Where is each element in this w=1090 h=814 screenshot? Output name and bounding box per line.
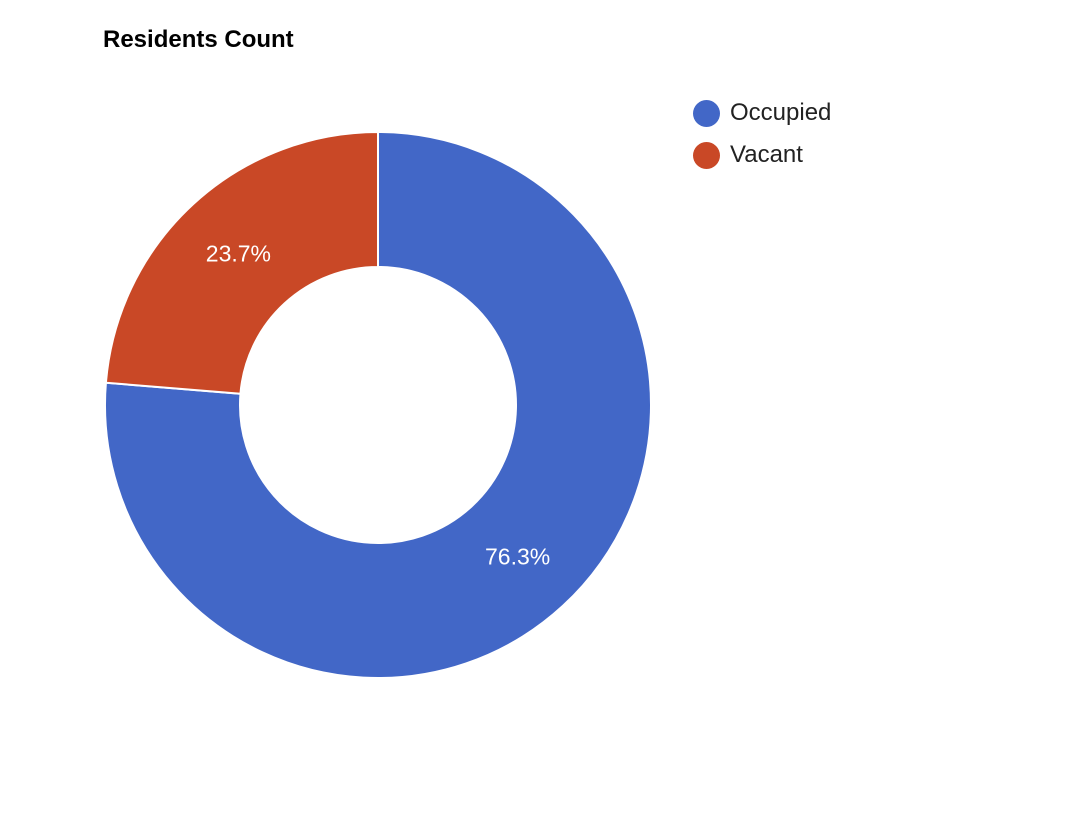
legend-swatch-occupied: [693, 99, 720, 127]
slice-label-occupied: 76.3%: [485, 543, 550, 569]
legend-item-occupied[interactable]: Occupied: [693, 92, 831, 134]
legend-label-occupied: Occupied: [730, 99, 832, 126]
chart-title: Residents Count: [103, 26, 294, 53]
legend-swatch-vacant: [693, 141, 720, 169]
slice-vacant[interactable]: [104, 130, 379, 395]
legend-item-vacant[interactable]: Vacant: [693, 134, 831, 176]
legend-label-vacant: Vacant: [730, 141, 803, 168]
chart-legend: Occupied Vacant: [693, 92, 831, 176]
slice-occupied[interactable]: [104, 130, 652, 679]
slice-label-vacant: 23.7%: [206, 241, 271, 267]
